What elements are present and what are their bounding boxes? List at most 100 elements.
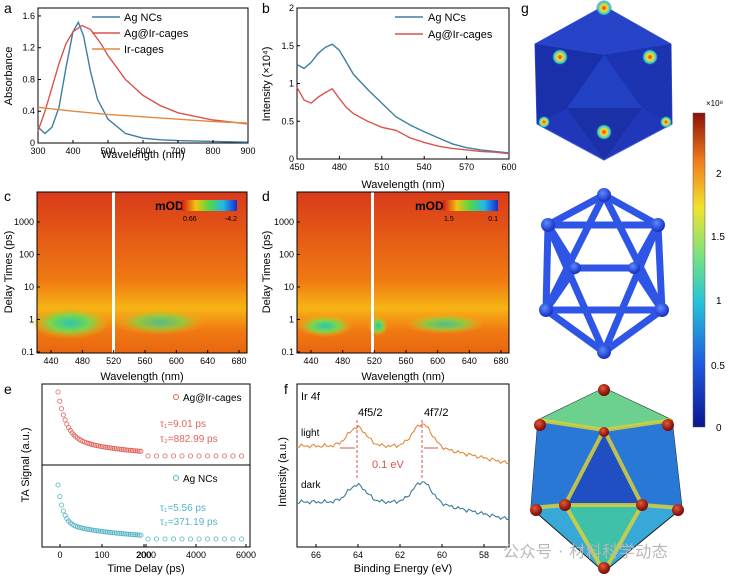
series-group [55,389,244,542]
data-point [131,448,137,454]
data-point [104,444,110,450]
x-tick-label: 450 [289,162,304,172]
panel-label-a: a [4,0,12,16]
panel-d: d 440 480 520 560 600 640 680 0.1 1 10 100 1000 mOD… [261,188,510,383]
data-point [120,531,126,537]
tau2-label: τ₂=371.19 ps [160,517,218,528]
series-label-dark: dark [301,480,321,491]
colorbar-tick: 0.5 [711,361,725,372]
data-point [230,453,236,459]
data-point [117,446,123,452]
x-tick-label: 62 [395,550,405,560]
data-point [122,447,128,453]
data-point [127,447,133,453]
x-tick-label: 60 [437,550,447,560]
x-tick-label: 680 [493,356,508,366]
data-point [138,532,144,538]
colorscale-min: 0.66 [183,216,197,223]
colorbar-tick: 2 [716,169,722,180]
panel-f: f Ir 4f 66 64 62 60 58 light dark 4f5/2 4f7/… [277,381,510,575]
legend-label: Ag@Ir-cages [183,393,242,404]
data-point [60,508,66,514]
series-line [296,43,510,154]
x-tick-label: 480 [332,162,347,172]
data-point [55,482,61,488]
data-point [221,453,227,459]
data-point [99,528,105,534]
data-point [187,453,193,459]
data-point [213,453,219,459]
data-point [96,528,102,534]
x-tick-label: 570 [459,162,474,172]
x-axis-label: Binding Energy (eV) [354,563,452,575]
data-point [106,445,112,451]
colorscale-label: mOD [155,199,184,213]
data-point [97,528,103,534]
x-tick-label: 600 [501,162,516,172]
panel-title: Ir 4f [301,391,321,403]
data-point [179,536,185,542]
x-tick-label: 440 [303,356,318,366]
x-tick-label: 800 [205,146,220,156]
data-point [124,447,130,453]
data-point [124,531,130,537]
series-line [296,86,510,155]
y-axis-label: Intensity (×10⁴) [261,47,273,122]
x-tick-label: 600 [169,356,184,366]
data-point [221,536,227,542]
data-point [230,536,236,542]
data-point [110,445,116,451]
data-point [119,446,125,452]
data-point [117,530,123,536]
peak-annotation: 4f7/2 [424,407,448,419]
series-line [37,20,249,143]
x-axis-label: Time Delay (ps) [107,563,184,575]
y-tick-label: 10 [24,282,34,292]
data-point [110,530,116,536]
data-point [153,536,159,542]
colorbar-exponent: ×10⁸ [706,99,723,108]
data-point [94,528,100,534]
series-line [37,106,249,124]
legend-label: Ag NCs [428,12,466,24]
legend-label: Ag NCs [183,474,217,485]
data-point [134,532,140,538]
data-point [119,531,125,537]
y-tick-label: 1 [289,79,294,89]
data-point [106,529,112,535]
data-point [60,412,66,418]
legend: Ag NCs Ag@Ir-cages Ir-cages [92,12,189,56]
data-point [153,453,159,459]
peak-annotation: 4f5/2 [358,407,382,419]
panel-label-f: f [284,381,288,397]
legend-label: Ir-cages [124,44,164,56]
colorscale-max: 0.1 [488,216,498,223]
icosahedron-frame-render [542,191,666,357]
legend: Ag NCs Ag@Ir-cages [395,12,493,41]
x-tick-label: 600 [135,146,150,156]
y-tick-label: 1 [29,315,34,325]
series-group [296,43,510,155]
plot-frame [296,191,510,354]
data-point [57,494,63,500]
x-tick-label: 4000 [186,550,206,560]
icosahedron-cage-render [530,384,684,574]
series-line [37,24,249,132]
series-group [37,20,249,143]
data-point [115,446,121,452]
data-point [129,532,135,538]
data-point [145,536,151,542]
data-point [127,531,133,537]
y-tick-label: 1.5 [281,41,294,51]
x-tick-label: 560 [398,356,413,366]
panel-label-g: g [521,0,529,16]
data-point [145,453,151,459]
series-line [296,423,510,465]
data-point [213,536,219,542]
data-point [89,527,95,533]
data-point [108,530,114,536]
data-point [57,398,63,404]
legend-label: Ag NCs [124,12,162,24]
